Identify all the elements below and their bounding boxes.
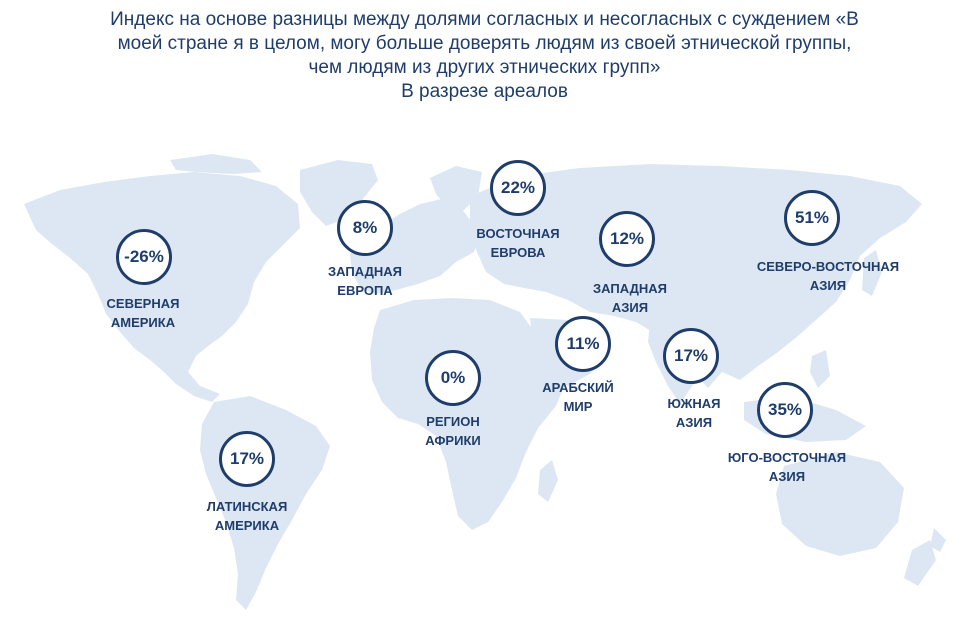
africa-landmass [370, 298, 566, 530]
value-bubble: 8% [337, 200, 393, 256]
region-label-line: ЗАПАДНАЯ [328, 264, 402, 279]
region-label-line: ЮГО-ВОСТОЧНАЯ [727, 450, 847, 465]
region-label-line: СЕВЕРНАЯ [106, 296, 180, 311]
north-america-landmass [24, 172, 300, 402]
value-bubble: 17% [219, 431, 275, 487]
region-label-line: РЕГИОН [426, 414, 480, 429]
region-label-line: АРАБСКИЙ [542, 380, 614, 395]
region-label-line: ЗАПАДНАЯ [593, 281, 667, 296]
region-label: СЕВЕРО-ВОСТОЧНАЯ АЗИЯ [738, 257, 918, 295]
value-bubble: 51% [784, 190, 840, 246]
title-line-2: моей стране я в целом, могу больше довер… [117, 33, 852, 54]
region-label-line: ВОСТОЧНАЯ [476, 226, 560, 241]
value-bubble: 11% [555, 316, 611, 372]
region-label-line: ЕВРОПА [337, 283, 393, 298]
new-zealand-landmass [904, 540, 936, 586]
new-zealand-south-landmass [930, 528, 946, 552]
region-label-line: АМЕРИКА [110, 315, 176, 330]
region-label: ВОСТОЧНАЯ ЕВРОВА [428, 224, 608, 262]
region-label-line: СЕВЕРО-ВОСТОЧНАЯ [756, 259, 900, 274]
region-label-line: АФРИКИ [425, 433, 481, 448]
region-label: РЕГИОН АФРИКИ [363, 412, 543, 450]
value-bubble: 12% [599, 211, 655, 267]
philippines-landmass [810, 350, 830, 388]
value-bubble: -26% [116, 229, 172, 285]
region-label: ЮЖНАЯ АЗИЯ [604, 394, 784, 432]
region-label-line: АЗИЯ [809, 278, 847, 293]
region-label: ЗАПАДНАЯ АЗИЯ [540, 279, 720, 317]
region-label: ЛАТИНСКАЯ АМЕРИКА [157, 497, 337, 535]
australia-landmass [776, 452, 904, 556]
region-label: ЮГО-ВОСТОЧНАЯ АЗИЯ [697, 448, 877, 486]
chart-title: Индекс на основе разницы между долями со… [30, 8, 939, 104]
region-label-line: АМЕРИКА [214, 518, 280, 533]
region-label: АРАБСКИЙ МИР [488, 378, 668, 416]
region-label-line: ЛАТИНСКАЯ [206, 499, 288, 514]
region-label-line: ЮЖНАЯ [667, 396, 721, 411]
region-label-line: АЗИЯ [675, 415, 713, 430]
madagascar-landmass [538, 460, 558, 502]
europe-landmass [350, 198, 480, 294]
value-bubble: 35% [757, 382, 813, 438]
region-label: ЗАПАДНАЯ ЕВРОПА [275, 262, 455, 300]
region-label-line: МИР [563, 399, 593, 414]
region-label: СЕВЕРНАЯ АМЕРИКА [53, 294, 233, 332]
region-label-line: АЗИЯ [768, 469, 806, 484]
value-bubble: 17% [663, 328, 719, 384]
title-line-1: Индекс на основе разницы между долями со… [110, 9, 859, 30]
arctic-islands-landmass [170, 154, 262, 174]
region-label-line: ЕВРОВА [490, 245, 546, 260]
value-bubble: 0% [425, 350, 481, 406]
scandinavia-landmass [430, 166, 482, 212]
greenland-landmass [300, 160, 378, 226]
region-label-line: АЗИЯ [611, 300, 649, 315]
value-bubble: 22% [490, 160, 546, 216]
japan-landmass [862, 250, 882, 296]
subtitle: В разрезе ареалов [401, 81, 568, 102]
title-line-3: чем людям из других этнических групп» [308, 57, 661, 78]
